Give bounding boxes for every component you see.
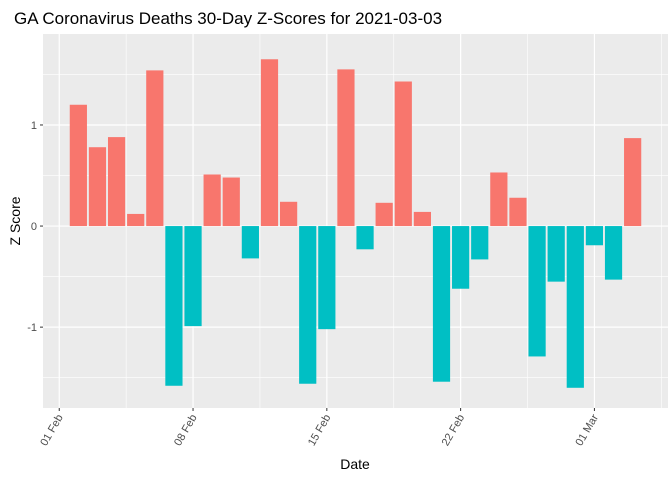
bar — [203, 174, 221, 227]
bar — [356, 226, 374, 250]
bar — [624, 138, 642, 227]
bar — [127, 213, 145, 227]
bar — [222, 177, 240, 227]
bar — [528, 226, 546, 357]
bars — [69, 59, 642, 388]
bar — [69, 104, 87, 227]
bar — [260, 59, 279, 227]
bar — [280, 201, 298, 227]
bar — [146, 70, 164, 227]
x-tick-label: 01 Feb — [38, 413, 66, 449]
x-tick-label: 08 Feb — [172, 413, 200, 449]
bar — [490, 172, 508, 227]
y-axis-title: Z Score — [7, 196, 23, 245]
x-axis-title: Date — [340, 456, 370, 472]
x-tick-label: 15 Feb — [306, 413, 334, 449]
bar — [585, 226, 604, 246]
bar — [165, 226, 183, 386]
bar — [566, 226, 584, 388]
bar — [88, 147, 107, 227]
x-tick-label: 22 Feb — [440, 413, 468, 449]
bar — [432, 226, 451, 382]
bar — [107, 137, 126, 227]
bar — [471, 226, 489, 260]
x-tick-label: 01 Mar — [573, 412, 601, 448]
bar — [452, 226, 470, 289]
bar — [509, 197, 527, 227]
bar — [413, 211, 431, 227]
y-tick-label: 0 — [31, 221, 37, 233]
y-tick-label: -1 — [27, 322, 37, 334]
bar — [604, 226, 623, 280]
bar — [394, 81, 412, 227]
bar — [318, 226, 336, 330]
bar — [337, 69, 355, 227]
bar — [547, 226, 565, 282]
bar — [375, 202, 393, 227]
bar — [241, 226, 259, 259]
bar — [299, 226, 317, 384]
chart-title: GA Coronavirus Deaths 30-Day Z-Scores fo… — [14, 9, 442, 28]
y-tick-label: 1 — [31, 120, 37, 132]
bar — [184, 226, 202, 327]
